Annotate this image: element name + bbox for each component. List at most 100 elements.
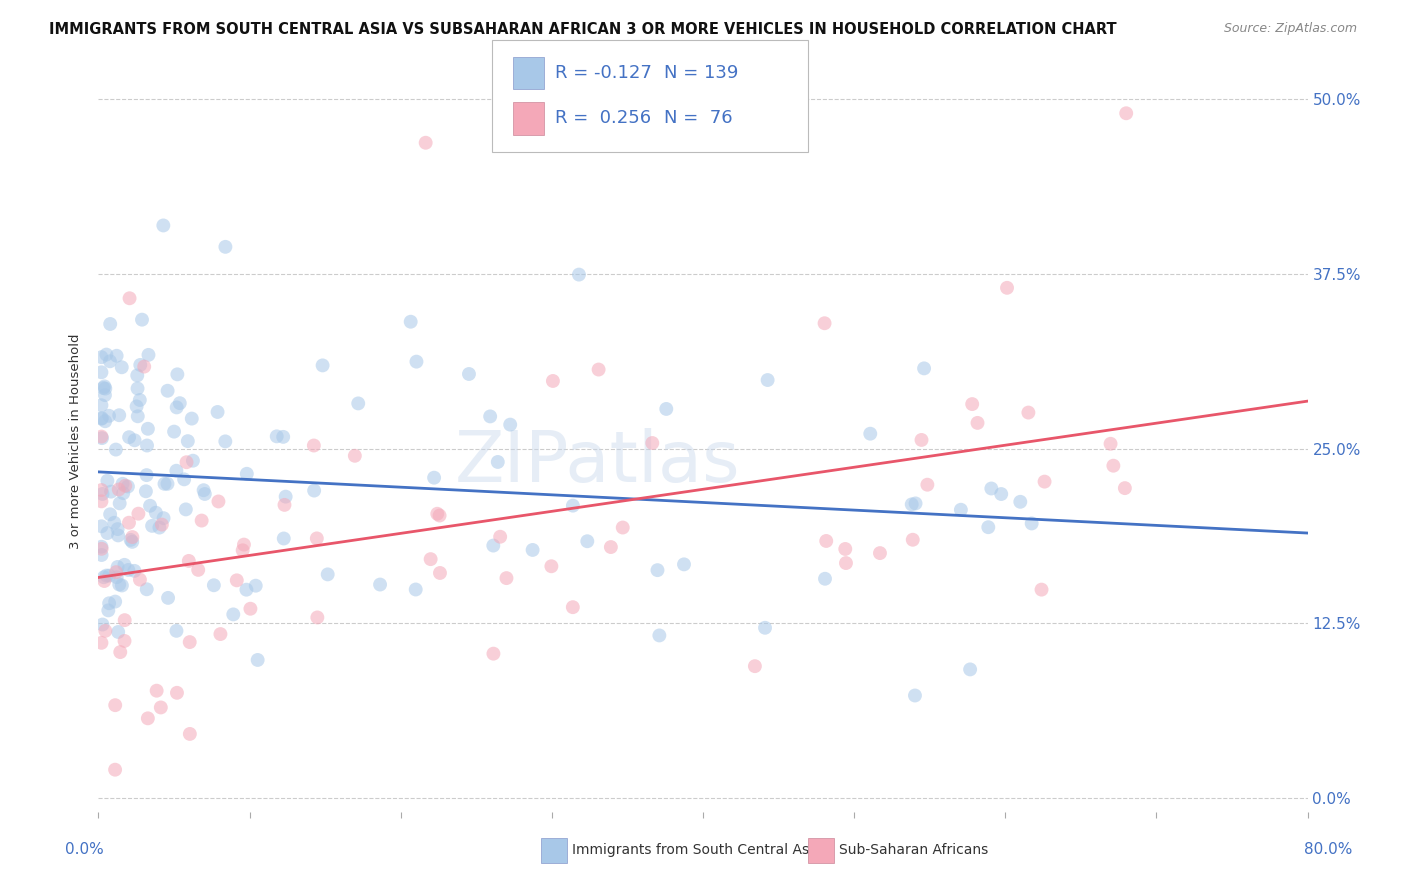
Point — [118, 430, 141, 444]
Point — [156, 384, 179, 398]
Point — [111, 360, 134, 375]
Point — [149, 700, 172, 714]
Point — [108, 496, 131, 510]
Text: Immigrants from South Central Asia: Immigrants from South Central Asia — [572, 843, 823, 857]
Point — [98, 508, 121, 522]
Point — [90, 411, 112, 425]
Point — [482, 539, 505, 553]
Point — [156, 476, 179, 491]
Point — [190, 514, 212, 528]
Point — [105, 565, 128, 579]
Point — [599, 540, 621, 554]
Point — [107, 624, 129, 639]
Point — [114, 634, 136, 648]
Point — [429, 508, 451, 523]
Point — [202, 578, 225, 592]
Point — [105, 349, 128, 363]
Point — [166, 624, 188, 638]
Point — [222, 607, 245, 622]
Text: IMMIGRANTS FROM SOUTH CENTRAL ASIA VS SUBSAHARAN AFRICAN 3 OR MORE VEHICLES IN H: IMMIGRANTS FROM SOUTH CENTRAL ASIA VS SU… — [49, 22, 1116, 37]
Point — [236, 467, 259, 481]
Point — [129, 358, 152, 372]
Point — [541, 374, 564, 388]
Point — [207, 405, 229, 419]
Point — [641, 436, 664, 450]
Point — [814, 572, 837, 586]
Point — [145, 683, 167, 698]
Point — [995, 281, 1018, 295]
Text: N = 139: N = 139 — [664, 64, 738, 82]
Text: 0.0%: 0.0% — [65, 842, 104, 856]
Point — [117, 479, 139, 493]
Point — [111, 476, 134, 491]
Point — [756, 373, 779, 387]
Point — [124, 564, 146, 578]
Point — [901, 533, 924, 547]
Point — [302, 438, 325, 452]
Point — [232, 543, 254, 558]
Point — [245, 579, 267, 593]
Point — [347, 396, 370, 410]
Point — [90, 540, 112, 554]
Point — [110, 645, 132, 659]
Point — [93, 574, 115, 588]
Point — [152, 511, 174, 525]
Text: N =  76: N = 76 — [664, 110, 733, 128]
Point — [98, 409, 121, 423]
Point — [273, 532, 295, 546]
Point — [835, 556, 858, 570]
Point — [368, 577, 391, 591]
Point — [274, 490, 297, 504]
Point — [522, 543, 544, 558]
Point — [311, 359, 333, 373]
Point — [127, 507, 149, 521]
Point — [900, 497, 922, 511]
Point — [112, 486, 135, 500]
Point — [136, 438, 159, 452]
Point — [429, 566, 451, 580]
Point — [128, 392, 150, 407]
Point — [980, 482, 1002, 496]
Y-axis label: 3 or more Vehicles in Household: 3 or more Vehicles in Household — [69, 334, 83, 549]
Point — [90, 541, 112, 556]
Point — [179, 727, 201, 741]
Point — [117, 563, 139, 577]
Point — [479, 409, 502, 424]
Point — [486, 455, 509, 469]
Point — [912, 361, 935, 376]
Point — [91, 487, 114, 501]
Point — [990, 487, 1012, 501]
Point — [960, 397, 983, 411]
Point — [754, 621, 776, 635]
Point — [127, 409, 149, 424]
Point — [107, 522, 129, 536]
Point — [107, 560, 129, 574]
Point — [96, 348, 118, 362]
Text: R =  0.256: R = 0.256 — [555, 110, 651, 128]
Point — [136, 422, 159, 436]
Point — [655, 401, 678, 416]
Point — [489, 530, 512, 544]
Point — [869, 546, 891, 560]
Point — [180, 411, 202, 425]
Point — [177, 434, 200, 449]
Text: ZIPatlas: ZIPatlas — [454, 428, 740, 497]
Point — [118, 291, 141, 305]
Point — [135, 468, 157, 483]
Point — [138, 348, 160, 362]
Point — [129, 573, 152, 587]
Point — [612, 520, 634, 534]
Point — [1017, 406, 1039, 420]
Point — [859, 426, 882, 441]
Point — [120, 533, 142, 547]
Point — [225, 574, 247, 588]
Point — [815, 533, 838, 548]
Point — [127, 368, 149, 383]
Point — [813, 316, 835, 330]
Point — [91, 617, 114, 632]
Point — [94, 388, 117, 402]
Point — [1114, 481, 1136, 495]
Point — [181, 453, 204, 467]
Point — [100, 484, 122, 499]
Point — [239, 601, 262, 615]
